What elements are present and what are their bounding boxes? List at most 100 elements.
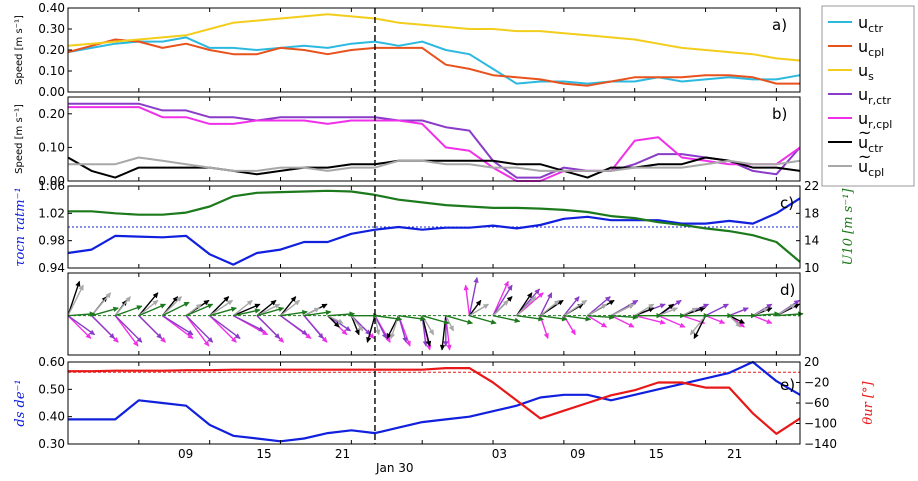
vector-arrowhead-green — [420, 316, 426, 322]
vector-arrowhead-ur_ctr — [89, 329, 96, 336]
vector-arrow-ur_ctr — [303, 315, 324, 339]
vector-arrowhead-ut_ctr — [793, 303, 800, 309]
legend-label-sub: cpl — [868, 166, 884, 179]
vector-arrow-ur_cpl — [492, 281, 509, 316]
vector-arrow-ut_ctr — [233, 303, 261, 317]
panel-frame-5 — [67, 361, 801, 445]
vector-arrowhead-ut_ctr — [152, 292, 159, 299]
vector-arrowhead-ur_ctr — [301, 329, 308, 336]
vector-arrow-ur_ctr — [232, 315, 265, 332]
y-tick-label-c-left: 1.06 — [38, 179, 65, 193]
vector-arrowhead-ur_ctr — [534, 288, 540, 295]
series-line-a-u_cpl — [67, 38, 800, 87]
vector-arrowhead-ur_ctr — [207, 336, 214, 343]
vector-arrowhead-ur_ctr — [402, 336, 408, 343]
x-tick-label: 09 — [570, 447, 585, 461]
y-axis-label-e-left: ds de⁻¹ — [13, 379, 28, 426]
vector-arrowhead-ur_ctr — [234, 333, 241, 339]
vector-arrowhead-ur_ctr — [136, 336, 143, 343]
vector-arrow-ur_ctr — [280, 315, 308, 336]
vector-arrowhead-ur_ctr — [507, 284, 513, 291]
vector-arrowhead-ur_cpl — [305, 333, 312, 339]
y-tick-label-b: 0.00 — [38, 174, 65, 188]
vector-arrowhead-ut_cpl — [448, 325, 454, 332]
y-tick-label-a: 0.30 — [38, 22, 65, 36]
x-tick-label: 09 — [178, 447, 193, 461]
vector-arrowhead-ut_cpl — [105, 292, 112, 299]
y-tick-label-c-left: 1.02 — [38, 206, 65, 220]
vector-arrow-ur_ctr — [91, 315, 115, 339]
y-tick-label-c-left: 0.94 — [38, 261, 65, 275]
vector-arrowhead-ut_cpl — [482, 303, 490, 309]
vector-arrowhead-green — [230, 306, 237, 312]
vector-arrowhead-ur_ctr — [258, 326, 265, 332]
series-line-e-blue — [68, 360, 801, 443]
legend-label-ut_ctr: uctr — [858, 133, 884, 155]
vector-arrowhead-ur_cpl — [463, 284, 469, 291]
vector-arrowhead-ur_cpl — [368, 333, 375, 339]
x-tick-label: 15 — [256, 447, 271, 461]
legend-label-ur_ctr: ur,ctr — [858, 85, 892, 107]
vector-arrowhead-ur_ctr — [156, 333, 163, 339]
vector-arrow-ur_ctr — [162, 315, 194, 336]
vector-arrowhead-ut_ctr — [354, 329, 360, 336]
vector-arrowhead-ut_cpl — [581, 300, 588, 306]
vector-arrowhead-ut_cpl — [78, 284, 84, 291]
vector-arrowhead-ut_ctr — [366, 336, 372, 343]
vector-arrowhead-ur_ctr — [345, 325, 352, 332]
vector-arrowhead-ur_cpl — [537, 292, 544, 298]
legend-label-base: u — [858, 133, 868, 152]
vector-arrowhead-ut_ctr — [75, 280, 81, 287]
vector-arrowhead-ur_cpl — [628, 322, 635, 328]
vector-arrowhead-ut_cpl — [195, 303, 202, 310]
vector-arrow-green — [138, 303, 166, 317]
vector-arrow-ur_ctr — [185, 315, 214, 343]
vector-arrowhead-ut_cpl — [337, 318, 344, 324]
vector-arrowhead-ur_ctr — [604, 296, 611, 302]
legend-label-sub: ctr — [868, 22, 883, 35]
vector-arrowhead-ut_cpl — [357, 325, 364, 332]
vector-arrowhead-ut_cpl — [125, 296, 131, 303]
legend-label-sub: r,cpl — [868, 118, 892, 131]
vector-arrowhead-ur_cpl — [187, 333, 194, 339]
legend-label-sub: cpl — [868, 46, 884, 59]
vector-arrow-ur_cpl — [634, 314, 666, 324]
x-tick-label: 03 — [492, 447, 507, 461]
vector-arrowhead-ur_cpl — [231, 336, 237, 343]
vector-arrowhead-green — [490, 319, 497, 325]
vector-arrowhead-ut_ctr — [290, 296, 297, 303]
vector-arrowhead-ur_cpl — [446, 344, 452, 351]
y-tick-label-e-right: −20 — [804, 376, 829, 390]
legend-label-u_cpl: ucpl — [858, 37, 884, 59]
panel-frame-4 — [67, 272, 801, 356]
series-line-b-ur_cpl — [68, 106, 801, 182]
legend-label-ut_cpl: ucpl — [858, 157, 884, 179]
vector-arrowhead-ur_cpl — [679, 322, 686, 328]
y-axis-label-e-right: θur [°] — [861, 380, 876, 424]
vector-arrowhead-ur_cpl — [321, 336, 328, 343]
series-line-e-red — [68, 367, 801, 435]
y-tick-label-c-right: 22 — [804, 179, 819, 193]
vector-arrow-green — [162, 301, 190, 317]
vector-arrowhead-green — [136, 305, 143, 311]
vector-arrowhead-green — [514, 317, 521, 323]
vector-arrowhead-green — [254, 308, 261, 314]
vector-arrowhead-ut_cpl — [428, 329, 434, 336]
x-tick-label: 21 — [335, 447, 350, 461]
vector-arrowhead-ur_ctr — [381, 332, 387, 340]
vector-arrowhead-ut_cpl — [502, 299, 509, 306]
y-tick-label-e-right: −140 — [804, 437, 837, 451]
panel-label-d: d) — [780, 281, 795, 299]
vector-arrowhead-green — [538, 316, 544, 322]
y-tick-label-e-right: −60 — [804, 396, 829, 410]
vector-arrowhead-ur_cpl — [543, 333, 549, 340]
vector-arrowhead-ur_cpl — [341, 329, 348, 336]
vector-arrowhead-ut_ctr — [699, 307, 706, 313]
vector-arrowhead-ut_cpl — [389, 333, 396, 340]
vector-arrowhead-ur_cpl — [601, 322, 608, 328]
vector-arrow-green — [185, 303, 213, 317]
y-tick-label-e-left: 0.30 — [38, 437, 65, 451]
x-tick-label: Jan 30 — [375, 461, 414, 475]
vector-arrow-ur_cpl — [209, 315, 237, 343]
